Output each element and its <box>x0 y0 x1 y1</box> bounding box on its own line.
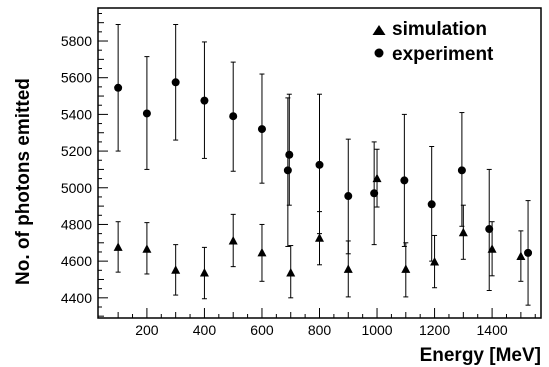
circle-marker <box>315 160 324 169</box>
triangle-marker <box>286 268 296 277</box>
legend-label-simulation: simulation <box>392 19 487 40</box>
y-tick-label: 4800 <box>61 216 92 232</box>
x-tick-label: 600 <box>250 322 274 338</box>
y-tick-label: 5800 <box>61 33 92 49</box>
y-tick-label: 5400 <box>61 106 92 122</box>
experiment-point <box>400 113 409 247</box>
x-tick-label: 400 <box>193 322 217 338</box>
legend-label-experiment: experiment <box>392 44 494 65</box>
experiment-point <box>315 93 324 235</box>
experiment-point <box>229 61 238 172</box>
experiment-point <box>283 97 292 247</box>
triangle-marker <box>199 268 209 277</box>
simulation-point <box>516 230 526 282</box>
triangle-marker <box>458 227 468 237</box>
x-tick-label: 200 <box>135 322 159 338</box>
data-marks <box>113 24 533 306</box>
simulation-point <box>430 234 440 289</box>
triangle-marker <box>171 265 181 274</box>
experiment-point <box>427 145 436 262</box>
experiment-point <box>114 24 123 152</box>
experiment-point <box>171 24 180 141</box>
experiment-point <box>142 56 151 170</box>
y-tick-label: 5600 <box>61 70 92 86</box>
circle-marker <box>114 83 123 92</box>
axes: 200 400 600 800 1000 1200 1400 4400 4600 4800 5000… <box>61 13 536 338</box>
simulation-point <box>228 213 238 268</box>
circle-marker <box>200 96 209 105</box>
experiment-point <box>344 138 353 255</box>
triangle-marker <box>113 242 123 251</box>
triangle-marker <box>401 264 411 273</box>
circle-marker <box>400 176 409 185</box>
triangle-marker <box>257 247 267 257</box>
triangle-marker <box>372 173 382 183</box>
experiment-point <box>200 41 209 159</box>
circle-marker <box>485 225 494 234</box>
simulation-point <box>171 244 181 296</box>
y-tick-label: 4600 <box>61 253 92 269</box>
circle-marker <box>370 189 379 198</box>
circle-marker <box>285 150 294 159</box>
y-tick-label: 4400 <box>61 290 92 306</box>
triangle-marker <box>228 235 238 245</box>
triangle-marker <box>315 233 324 242</box>
x-tick-label: 1200 <box>419 322 450 338</box>
legend: simulation experiment <box>372 19 494 65</box>
circle-marker <box>171 78 180 87</box>
simulation-point <box>113 221 123 273</box>
simulation-point <box>286 245 296 299</box>
x-tick-label: 800 <box>308 322 332 338</box>
simulation-point <box>257 223 267 282</box>
circle-marker <box>427 200 436 209</box>
simulation-point <box>199 246 209 300</box>
circle-marker <box>457 166 466 175</box>
y-axis-title: No. of photons emitted <box>13 78 34 285</box>
circle-marker <box>257 125 266 134</box>
legend-circle-icon <box>374 48 384 58</box>
circle-marker <box>142 109 151 118</box>
experiment-point <box>370 141 379 246</box>
simulation-point <box>142 222 152 275</box>
experiment-point <box>457 112 466 227</box>
circle-marker <box>524 248 533 257</box>
simulation-point <box>372 148 382 208</box>
experiment-point <box>257 73 266 184</box>
x-tick-label: 1000 <box>361 322 392 338</box>
simulation-point <box>458 204 468 260</box>
triangle-marker <box>516 251 526 261</box>
experiment-point <box>524 200 533 306</box>
experiment-point <box>285 93 294 206</box>
experiment-point <box>485 168 494 291</box>
x-tick-label: 1400 <box>477 322 508 338</box>
legend-triangle-icon <box>372 25 386 35</box>
circle-marker <box>229 112 238 121</box>
triangle-marker <box>487 244 497 253</box>
circle-marker <box>283 166 292 175</box>
simulation-point <box>401 242 411 298</box>
triangle-marker <box>430 257 440 266</box>
circle-marker <box>344 192 353 201</box>
y-tick-label: 5200 <box>61 143 92 159</box>
triangle-marker <box>343 264 353 273</box>
x-axis-title: Energy [MeV] <box>420 345 541 366</box>
triangle-marker <box>142 244 152 253</box>
y-tick-label: 5000 <box>61 180 92 196</box>
